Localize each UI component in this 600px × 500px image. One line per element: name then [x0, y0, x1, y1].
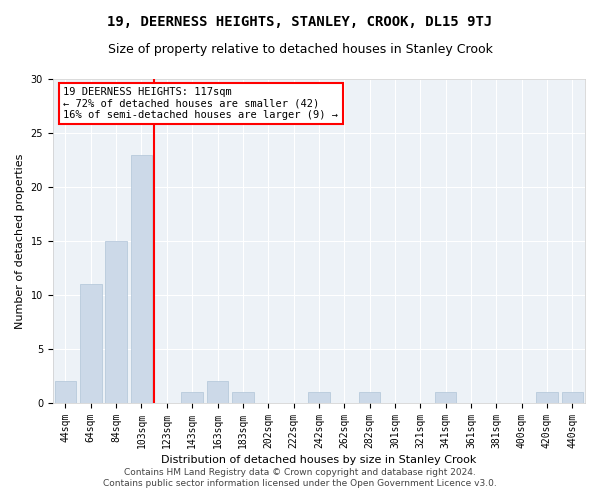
Text: Contains HM Land Registry data © Crown copyright and database right 2024.
Contai: Contains HM Land Registry data © Crown c…: [103, 468, 497, 487]
Bar: [562, 392, 583, 403]
Bar: [232, 392, 254, 403]
X-axis label: Distribution of detached houses by size in Stanley Crook: Distribution of detached houses by size …: [161, 455, 476, 465]
Text: 19 DEERNESS HEIGHTS: 117sqm
← 72% of detached houses are smaller (42)
16% of sem: 19 DEERNESS HEIGHTS: 117sqm ← 72% of det…: [64, 87, 338, 120]
Bar: [131, 154, 152, 403]
Bar: [207, 382, 228, 403]
Bar: [106, 241, 127, 403]
Bar: [55, 382, 76, 403]
Bar: [435, 392, 457, 403]
Text: 19, DEERNESS HEIGHTS, STANLEY, CROOK, DL15 9TJ: 19, DEERNESS HEIGHTS, STANLEY, CROOK, DL…: [107, 15, 493, 29]
Bar: [181, 392, 203, 403]
Y-axis label: Number of detached properties: Number of detached properties: [15, 154, 25, 328]
Bar: [80, 284, 101, 403]
Bar: [308, 392, 329, 403]
Bar: [359, 392, 380, 403]
Bar: [536, 392, 558, 403]
Text: Size of property relative to detached houses in Stanley Crook: Size of property relative to detached ho…: [107, 42, 493, 56]
